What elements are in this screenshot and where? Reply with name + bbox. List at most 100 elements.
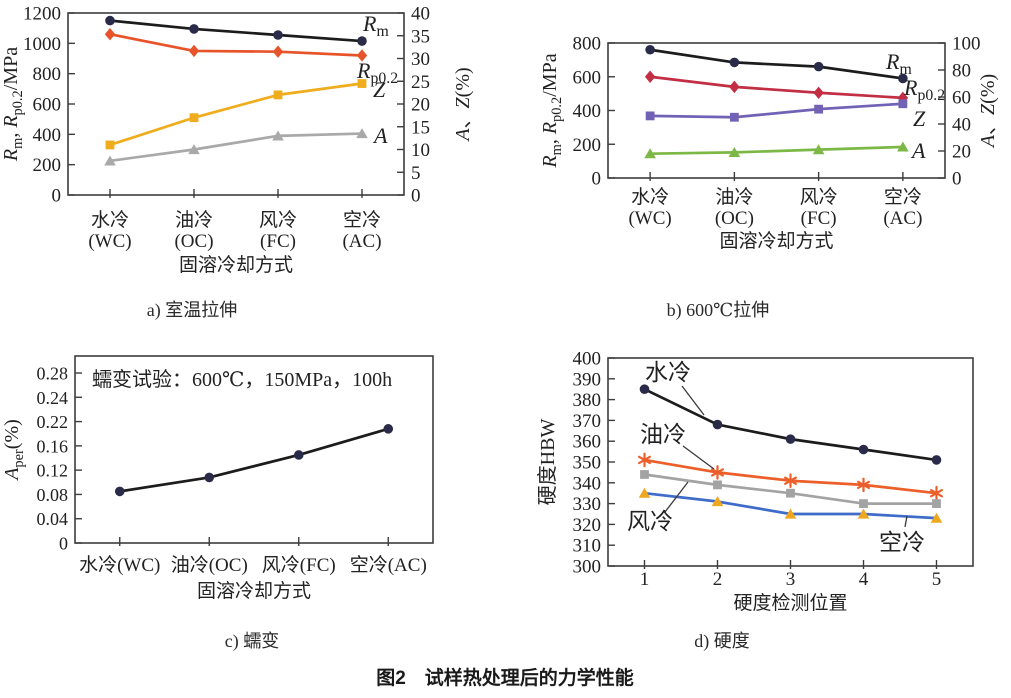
- x-category-label: (AC): [342, 231, 381, 252]
- marker-circle: [931, 455, 942, 465]
- x-axis-title: 固溶冷却方式: [179, 254, 293, 276]
- left-tick-label: 380: [573, 390, 602, 411]
- marker-circle: [383, 424, 394, 434]
- chart-c-creep: 0 0.04 0.08 0.12 0.16 0.22 0.24 0.28 水冷(WC) 油冷(OC…: [1, 355, 434, 603]
- marker-asterisk: [711, 468, 724, 477]
- marker-circle: [204, 472, 215, 483]
- series-Z: [105, 79, 367, 150]
- marker-circle: [712, 419, 723, 430]
- left-tick-label: 350: [573, 453, 602, 474]
- marker-triangle: [897, 141, 909, 152]
- marker-diamond: [272, 45, 284, 58]
- x-category-label: 4: [859, 569, 869, 590]
- x-category-label: (FC): [801, 208, 837, 229]
- marker-asterisk: [784, 476, 797, 485]
- marker-circle: [273, 30, 283, 40]
- series-label-A: A: [372, 123, 388, 148]
- x-axis-title: 固溶冷却方式: [719, 230, 833, 252]
- series-Rm: [645, 44, 908, 84]
- annotation-leader: [664, 481, 689, 513]
- series-水冷: [639, 384, 942, 465]
- marker-asterisk: [857, 480, 870, 490]
- right-tick-label: 30: [411, 49, 430, 70]
- caption-d: d) 硬度: [694, 631, 750, 651]
- left-tick-label: 300: [573, 557, 602, 578]
- series-A: [644, 141, 909, 159]
- axes: 0 0.04 0.08 0.12 0.16 0.22 0.24 0.28 水冷(WC) 油冷(OC…: [1, 364, 427, 603]
- series-label-Rp0.2: Rp0.2: [356, 58, 398, 87]
- series-油冷: [638, 452, 943, 501]
- marker-triangle: [272, 130, 284, 141]
- annotation-3: 空冷: [879, 530, 925, 555]
- annotation-2: 风冷: [627, 509, 673, 534]
- x-category-label: (WC): [88, 231, 131, 252]
- marker-circle: [729, 57, 740, 68]
- x-category-label: 空冷(AC): [350, 554, 427, 576]
- left-tick-label: 390: [573, 369, 602, 390]
- left-tick-label: 0.04: [37, 509, 69, 529]
- left-axis-title: Aper(%): [1, 419, 27, 482]
- series-line: [109, 19, 363, 43]
- marker-triangle: [784, 508, 797, 519]
- left-axis-title: Rm, Rp0.2/MPa: [0, 47, 26, 162]
- x-category-label: 3: [786, 569, 796, 590]
- series-line: [119, 427, 389, 493]
- left-tick-label: 800: [33, 64, 62, 85]
- x-category-label: (FC): [260, 231, 296, 252]
- right-tick-label: 10: [411, 140, 430, 161]
- x-category-label: (WC): [628, 208, 671, 229]
- x-category-label: 水冷: [631, 186, 669, 208]
- marker-triangle: [638, 487, 651, 498]
- caption-c: c) 蠕变: [224, 631, 280, 651]
- marker-square: [640, 470, 649, 479]
- right-tick-label: 0: [952, 169, 962, 190]
- marker-diamond: [644, 70, 656, 83]
- caption-b: b) 600℃拉伸: [666, 300, 770, 320]
- series-label-Rm: Rm: [362, 11, 389, 40]
- right-tick-label: 15: [411, 117, 430, 138]
- left-tick-label: 370: [573, 411, 602, 432]
- left-axis-title: Rm, Rp0.2/MPa: [539, 53, 565, 168]
- series-line: [650, 102, 903, 119]
- marker-triangle: [930, 512, 943, 523]
- marker-triangle: [857, 508, 870, 519]
- left-tick-label: 400: [573, 101, 602, 122]
- marker-triangle: [188, 144, 200, 155]
- marker-square: [932, 499, 941, 508]
- x-axis-title: 固溶冷却方式: [197, 580, 311, 602]
- right-tick-label: 5: [411, 163, 421, 184]
- series-label-A: A: [910, 138, 926, 163]
- left-axis-title: 硬度HBW: [536, 419, 559, 506]
- series-Rm: [105, 15, 367, 46]
- series-line: [109, 82, 363, 147]
- chart-b-600c-tensile: 0200400600800020406080100水冷(WC)油冷(OC)风冷(…: [539, 34, 999, 253]
- marker-asterisk: [638, 455, 651, 465]
- marker-circle: [858, 444, 869, 455]
- marker-circle: [189, 24, 199, 34]
- marker-triangle: [728, 146, 741, 157]
- series-label-Z: Z: [373, 77, 386, 102]
- right-tick-label: 60: [952, 88, 971, 109]
- x-category-label: 水冷: [91, 209, 129, 231]
- annotation-leader: [681, 385, 705, 416]
- series-line: [649, 75, 903, 100]
- right-tick-label: 80: [952, 61, 971, 82]
- marker-square: [729, 112, 739, 122]
- series-line: [649, 48, 904, 80]
- x-category-label: 油冷(OC): [171, 554, 248, 576]
- series-label-Rm: Rm: [885, 49, 912, 78]
- marker-square: [898, 99, 908, 109]
- marker-square: [189, 113, 199, 123]
- marker-square: [357, 79, 367, 88]
- series-Z: [645, 99, 908, 122]
- left-tick-label: 600: [573, 67, 602, 88]
- series-line: [109, 32, 363, 57]
- x-category-label: 1: [640, 569, 650, 590]
- right-axis-title: A、Z(%): [452, 67, 474, 142]
- marker-circle: [898, 73, 908, 84]
- right-tick-label: 0: [411, 186, 421, 207]
- left-tick-label: 0.24: [37, 388, 69, 408]
- x-category-label: 空冷: [884, 186, 922, 208]
- right-tick-label: 25: [411, 72, 430, 93]
